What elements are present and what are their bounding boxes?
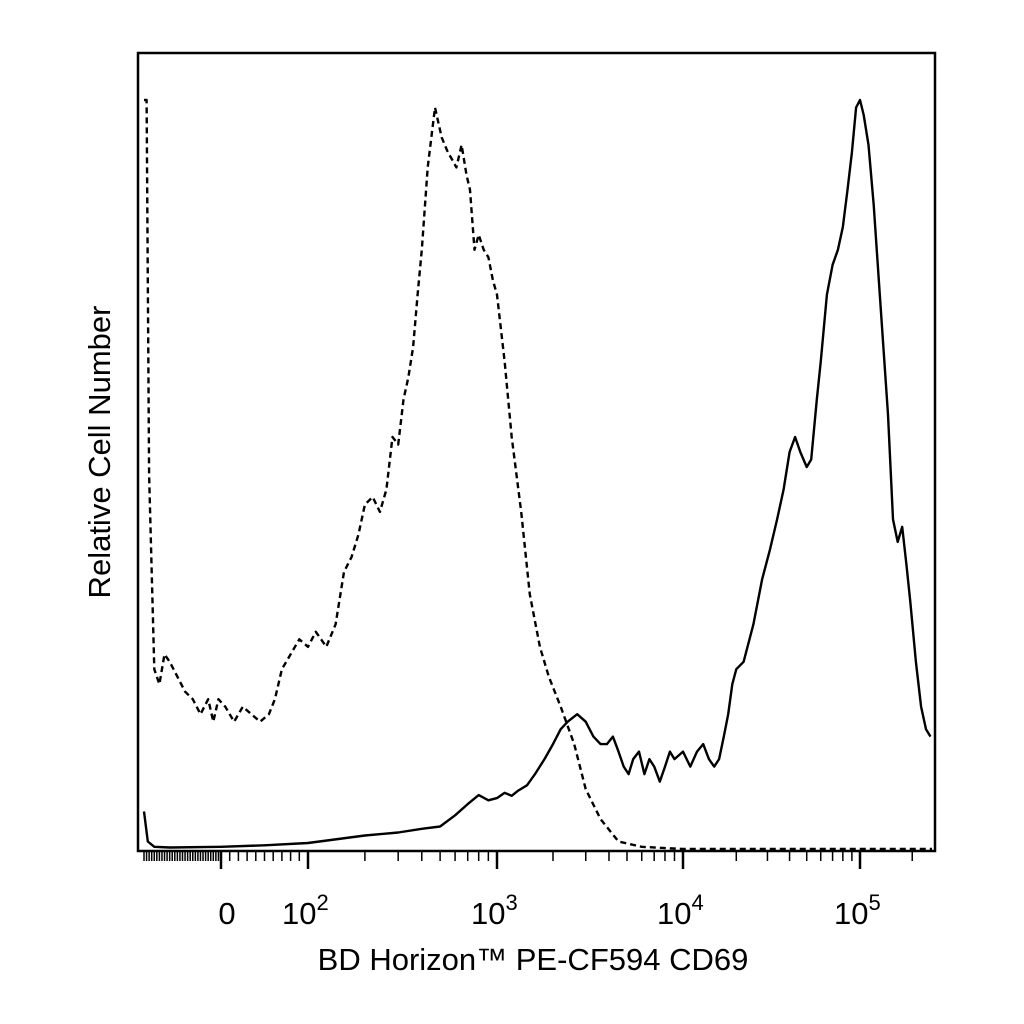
- x-tick-label: 105: [834, 890, 881, 931]
- x-axis-label: BD Horizon™ PE-CF594 CD69: [318, 942, 749, 977]
- x-minor-ticks: [143, 851, 913, 861]
- x-tick-label: 104: [657, 890, 704, 931]
- series-line-dashed: [144, 98, 932, 851]
- series-line-solid: [142, 98, 932, 849]
- y-axis-label: Relative Cell Number: [82, 306, 117, 599]
- x-tick-label: 0: [218, 896, 235, 931]
- x-major-ticks: [219, 851, 862, 869]
- x-tick-labels: 0 102 103 104 105: [218, 890, 880, 931]
- x-tick-label: 103: [471, 890, 518, 931]
- plot-frame: [136, 51, 937, 853]
- series-layer: [142, 98, 932, 851]
- x-tick-label: 102: [282, 890, 329, 931]
